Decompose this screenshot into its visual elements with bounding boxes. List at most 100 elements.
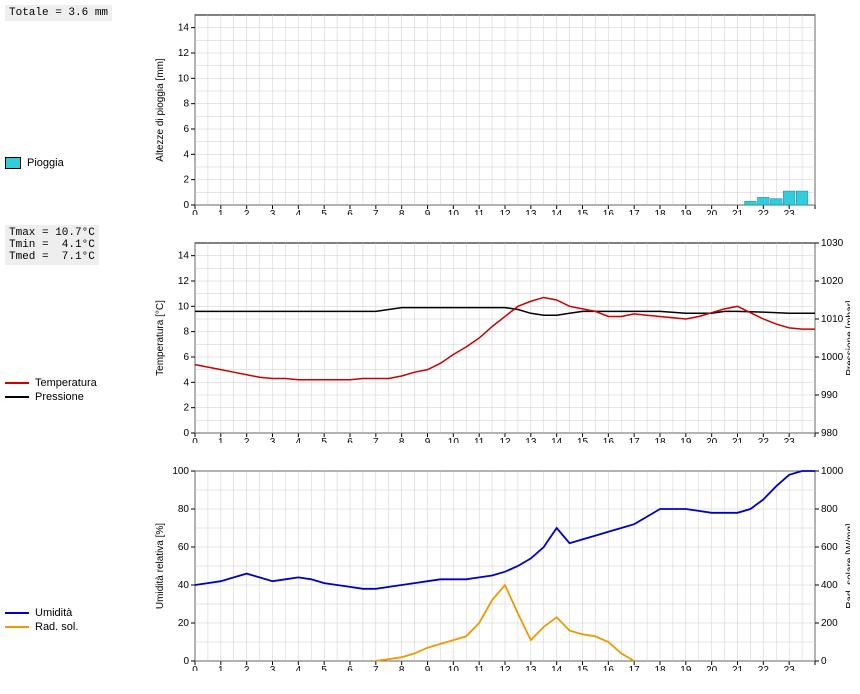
svg-text:1000: 1000 — [821, 466, 844, 477]
svg-text:22: 22 — [758, 437, 770, 443]
svg-text:12: 12 — [178, 276, 190, 287]
svg-text:8: 8 — [399, 209, 405, 215]
svg-text:3: 3 — [270, 437, 276, 443]
svg-text:200: 200 — [821, 618, 838, 629]
svg-text:0: 0 — [192, 209, 198, 215]
svg-text:9: 9 — [425, 665, 431, 671]
svg-text:2: 2 — [183, 403, 189, 414]
radsol-swatch — [5, 626, 29, 628]
svg-text:21: 21 — [732, 437, 744, 443]
svg-text:800: 800 — [821, 504, 838, 515]
svg-text:8: 8 — [183, 99, 189, 110]
svg-text:7: 7 — [373, 209, 379, 215]
svg-text:11: 11 — [474, 665, 485, 671]
svg-text:60: 60 — [178, 542, 190, 553]
svg-text:1030: 1030 — [821, 238, 844, 249]
svg-text:2: 2 — [244, 209, 250, 215]
charts-column: 0123456789101112131415161718192021222302… — [145, 0, 860, 694]
svg-text:400: 400 — [821, 580, 838, 591]
svg-text:4: 4 — [183, 377, 189, 388]
svg-text:Rad. solare [W/mq]: Rad. solare [W/mq] — [845, 523, 850, 609]
svg-text:13: 13 — [525, 665, 537, 671]
svg-text:Temperatura [°C]: Temperatura [°C] — [155, 300, 166, 376]
svg-text:10: 10 — [448, 437, 460, 443]
svg-text:0: 0 — [192, 437, 198, 443]
svg-text:Pressione [mbar]: Pressione [mbar] — [845, 300, 850, 376]
svg-text:19: 19 — [680, 209, 692, 215]
svg-text:6: 6 — [183, 124, 189, 135]
svg-text:9: 9 — [425, 209, 431, 215]
temperatura-label: Temperatura — [35, 377, 97, 389]
svg-text:21: 21 — [732, 209, 744, 215]
svg-text:23: 23 — [784, 437, 796, 443]
svg-text:22: 22 — [758, 209, 770, 215]
svg-text:4: 4 — [296, 437, 302, 443]
svg-text:80: 80 — [178, 504, 190, 515]
legend-temperatura: Temperatura — [5, 377, 97, 389]
svg-text:20: 20 — [706, 665, 718, 671]
svg-text:20: 20 — [706, 437, 718, 443]
legend-umidita: Umidità — [5, 607, 78, 619]
svg-text:1: 1 — [218, 437, 224, 443]
svg-text:18: 18 — [654, 437, 666, 443]
svg-text:22: 22 — [758, 665, 770, 671]
svg-text:3: 3 — [270, 209, 276, 215]
svg-text:0: 0 — [192, 665, 198, 671]
svg-text:18: 18 — [654, 209, 666, 215]
svg-text:10: 10 — [178, 301, 190, 312]
svg-text:100: 100 — [172, 466, 189, 477]
svg-text:10: 10 — [448, 209, 460, 215]
svg-text:17: 17 — [629, 437, 641, 443]
svg-text:600: 600 — [821, 542, 838, 553]
svg-text:1000: 1000 — [821, 352, 844, 363]
svg-text:14: 14 — [551, 665, 563, 671]
svg-text:6: 6 — [347, 437, 353, 443]
svg-text:10: 10 — [178, 73, 190, 84]
humidity-rad-chart: 0123456789101112131415161718192021222302… — [150, 461, 850, 671]
svg-text:12: 12 — [499, 209, 511, 215]
svg-text:0: 0 — [821, 656, 827, 667]
svg-text:17: 17 — [629, 665, 641, 671]
svg-text:4: 4 — [183, 149, 189, 160]
svg-text:0: 0 — [183, 428, 189, 439]
svg-text:14: 14 — [551, 437, 563, 443]
svg-text:12: 12 — [499, 665, 511, 671]
left-sidebar: Totale = 3.6 mm Pioggia Tmax = 10.7°C Tm… — [0, 0, 145, 694]
svg-text:20: 20 — [706, 209, 718, 215]
rain-total-box: Totale = 3.6 mm — [5, 5, 112, 21]
svg-text:11: 11 — [474, 209, 485, 215]
svg-text:23: 23 — [784, 209, 796, 215]
svg-text:8: 8 — [399, 437, 405, 443]
svg-text:13: 13 — [525, 437, 537, 443]
svg-text:2: 2 — [244, 437, 250, 443]
svg-text:5: 5 — [321, 437, 327, 443]
svg-text:14: 14 — [551, 209, 563, 215]
svg-text:19: 19 — [680, 665, 692, 671]
svg-text:990: 990 — [821, 390, 838, 401]
svg-text:0: 0 — [183, 656, 189, 667]
svg-text:5: 5 — [321, 665, 327, 671]
svg-text:8: 8 — [183, 327, 189, 338]
svg-text:23: 23 — [784, 665, 796, 671]
svg-text:3: 3 — [270, 665, 276, 671]
svg-text:980: 980 — [821, 428, 838, 439]
temp-stats-box: Tmax = 10.7°C Tmin = 4.1°C Tmed = 7.1°C — [5, 225, 99, 265]
umidita-swatch — [5, 612, 29, 614]
svg-text:7: 7 — [373, 665, 379, 671]
svg-text:13: 13 — [525, 209, 537, 215]
temperatura-swatch — [5, 382, 29, 384]
svg-text:14: 14 — [178, 251, 190, 262]
legend-pioggia: Pioggia — [5, 157, 64, 169]
svg-text:1020: 1020 — [821, 276, 844, 287]
svg-text:4: 4 — [296, 665, 302, 671]
svg-text:1: 1 — [218, 209, 224, 215]
legend-radsol: Rad. sol. — [5, 621, 78, 633]
svg-text:12: 12 — [499, 437, 511, 443]
svg-text:15: 15 — [577, 437, 589, 443]
svg-text:18: 18 — [654, 665, 666, 671]
svg-text:9: 9 — [425, 437, 431, 443]
svg-text:11: 11 — [474, 437, 485, 443]
svg-text:10: 10 — [448, 665, 460, 671]
rain-chart: 0123456789101112131415161718192021222302… — [150, 5, 850, 215]
pioggia-label: Pioggia — [27, 157, 64, 169]
